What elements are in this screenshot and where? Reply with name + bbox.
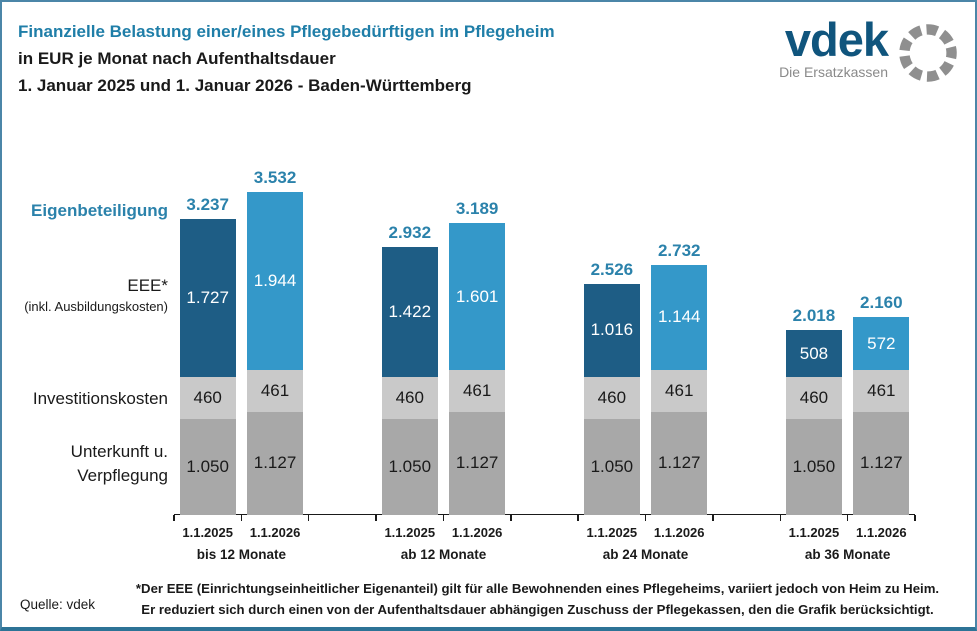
vdek-logo-text: vdek Die Ersatzkassen xyxy=(779,13,889,81)
stacked-bar-1-1-2026-group-2: 1.144 461 1.127 xyxy=(651,265,708,515)
source-note: Quelle: vdek xyxy=(20,597,96,612)
chart-subtitle: in EUR je Monat nach Aufenthaltsdauer xyxy=(18,49,336,68)
x-axis-date-label: 1.1.2026 xyxy=(653,525,705,540)
x-axis-tick xyxy=(375,515,377,521)
segment-eee: 1.422 xyxy=(381,246,438,377)
plot-area: 1.727 460 1.050 3.237 1.1.2025 1.944 461 1.127 3… xyxy=(173,162,916,562)
stacked-bar-1-1-2025-group-0: 1.727 460 1.050 xyxy=(179,218,236,515)
x-axis-date-label: 1.1.2025 xyxy=(182,525,233,540)
segment-unterkunft-verpflegung: 1.050 xyxy=(583,418,640,515)
x-axis-tick xyxy=(173,515,175,521)
segment-investitionskosten: 461 xyxy=(247,369,304,412)
segment-investitionskosten: 460 xyxy=(179,376,236,419)
segment-eee: 1.727 xyxy=(179,218,236,377)
chart-title: Finanzielle Belastung einer/eines Pflege… xyxy=(18,22,555,41)
stacked-bar-1-1-2026-group-3: 572 461 1.127 xyxy=(853,317,910,515)
segment-unterkunft-verpflegung: 1.127 xyxy=(247,411,304,515)
x-axis-group-label: ab 36 Monate xyxy=(804,547,891,562)
segment-unterkunft-verpflegung: 1.050 xyxy=(785,418,842,515)
row-label-unterkunft-line2: Verpflegung xyxy=(77,466,168,485)
total-label-eigenbeteiligung: 2.932 xyxy=(388,222,432,242)
segment-unterkunft-verpflegung: 1.050 xyxy=(381,418,438,515)
x-axis-date-label: 1.1.2025 xyxy=(384,525,436,540)
segment-investitionskosten: 461 xyxy=(853,369,910,412)
segment-unterkunft-verpflegung: 1.127 xyxy=(449,411,506,515)
segment-investitionskosten: 460 xyxy=(583,376,640,419)
segment-investitionskosten: 460 xyxy=(381,376,438,419)
footnote-line2: Er reduziert sich durch einen von der Au… xyxy=(141,602,934,617)
chart-title-block: Finanzielle Belastung einer/eines Pflege… xyxy=(18,18,555,99)
total-label-eigenbeteiligung: 2.526 xyxy=(590,260,634,279)
segment-eee: 1.144 xyxy=(651,265,708,370)
segment-unterkunft-verpflegung: 1.127 xyxy=(853,411,910,515)
segment-eee: 508 xyxy=(785,330,842,377)
segment-eee: 572 xyxy=(853,317,910,370)
segment-investitionskosten: 461 xyxy=(449,369,506,412)
x-axis-tick xyxy=(712,515,714,521)
vdek-logo: vdek Die Ersatzkassen xyxy=(779,13,961,86)
x-axis-group-label: ab 24 Monate xyxy=(602,547,689,562)
x-axis-date-label: 1.1.2025 xyxy=(788,525,840,540)
row-label-unterkunft: Unterkunft u. Verpflegung xyxy=(8,440,168,488)
segment-eee: 1.601 xyxy=(449,223,506,370)
row-label-eee: EEE* (inkl. Ausbildungskosten) xyxy=(8,275,168,316)
x-axis-tick xyxy=(644,515,647,521)
vdek-tagline: Die Ersatzkassen xyxy=(779,64,888,81)
x-axis-group-label: bis 12 Monate xyxy=(196,547,287,562)
x-axis-tick xyxy=(577,515,579,521)
x-axis-tick xyxy=(510,515,512,521)
total-label-eigenbeteiligung: 3.237 xyxy=(186,194,229,214)
row-label-unterkunft-line1: Unterkunft u. xyxy=(70,442,168,461)
x-axis-tick xyxy=(914,515,916,521)
x-axis-line xyxy=(174,513,915,515)
x-axis-date-label: 1.1.2025 xyxy=(586,525,638,540)
x-axis-tick xyxy=(442,515,445,521)
stacked-bar-1-1-2026-group-0: 1.944 461 1.127 xyxy=(247,192,304,515)
x-axis-group-label: ab 12 Monate xyxy=(400,547,487,562)
segment-investitionskosten: 460 xyxy=(785,376,842,419)
footnote-line1: *Der EEE (Einrichtungseinheitlicher Eige… xyxy=(135,581,940,596)
stacked-bar-1-1-2025-group-1: 1.422 460 1.050 xyxy=(381,246,438,515)
total-label-eigenbeteiligung: 2.018 xyxy=(792,306,836,326)
vdek-brand: vdek xyxy=(784,13,889,66)
footnote: *Der EEE (Einrichtungseinheitlicher Eige… xyxy=(114,578,961,620)
x-axis-date-label: 1.1.2026 xyxy=(856,525,907,540)
total-label-eigenbeteiligung: 3.532 xyxy=(253,168,297,187)
stacked-bar-1-1-2026-group-1: 1.601 461 1.127 xyxy=(449,223,506,515)
x-axis-tick xyxy=(307,515,310,521)
segment-unterkunft-verpflegung: 1.050 xyxy=(179,418,236,515)
x-axis-date-label: 1.1.2026 xyxy=(249,525,301,540)
x-axis-date-label: 1.1.2026 xyxy=(451,525,503,540)
total-label-eigenbeteiligung: 2.732 xyxy=(657,241,701,261)
stacked-bar-1-1-2025-group-3: 508 460 1.050 xyxy=(785,330,842,515)
x-axis-tick xyxy=(846,515,849,521)
stacked-bar-1-1-2025-group-2: 1.016 460 1.050 xyxy=(583,284,640,515)
x-axis-tick xyxy=(240,515,243,521)
segment-eee: 1.016 xyxy=(583,284,640,377)
total-label-eigenbeteiligung: 2.160 xyxy=(860,293,903,313)
x-axis-tick xyxy=(779,515,782,521)
row-label-eigenbeteiligung: Eigenbeteiligung xyxy=(31,201,168,220)
segment-investitionskosten: 461 xyxy=(651,369,708,412)
row-label-investitionskosten: Investitionskosten xyxy=(32,389,168,408)
vdek-ring-icon xyxy=(899,24,957,82)
segment-eee: 1.944 xyxy=(247,192,304,370)
chart-period: 1. Januar 2025 und 1. Januar 2026 - Bade… xyxy=(18,76,472,95)
segment-unterkunft-verpflegung: 1.127 xyxy=(651,411,708,515)
row-label-eee-note: (inkl. Ausbildungskosten) xyxy=(24,299,168,314)
total-label-eigenbeteiligung: 3.189 xyxy=(455,199,499,219)
row-label-eee-name: EEE* xyxy=(127,276,168,295)
